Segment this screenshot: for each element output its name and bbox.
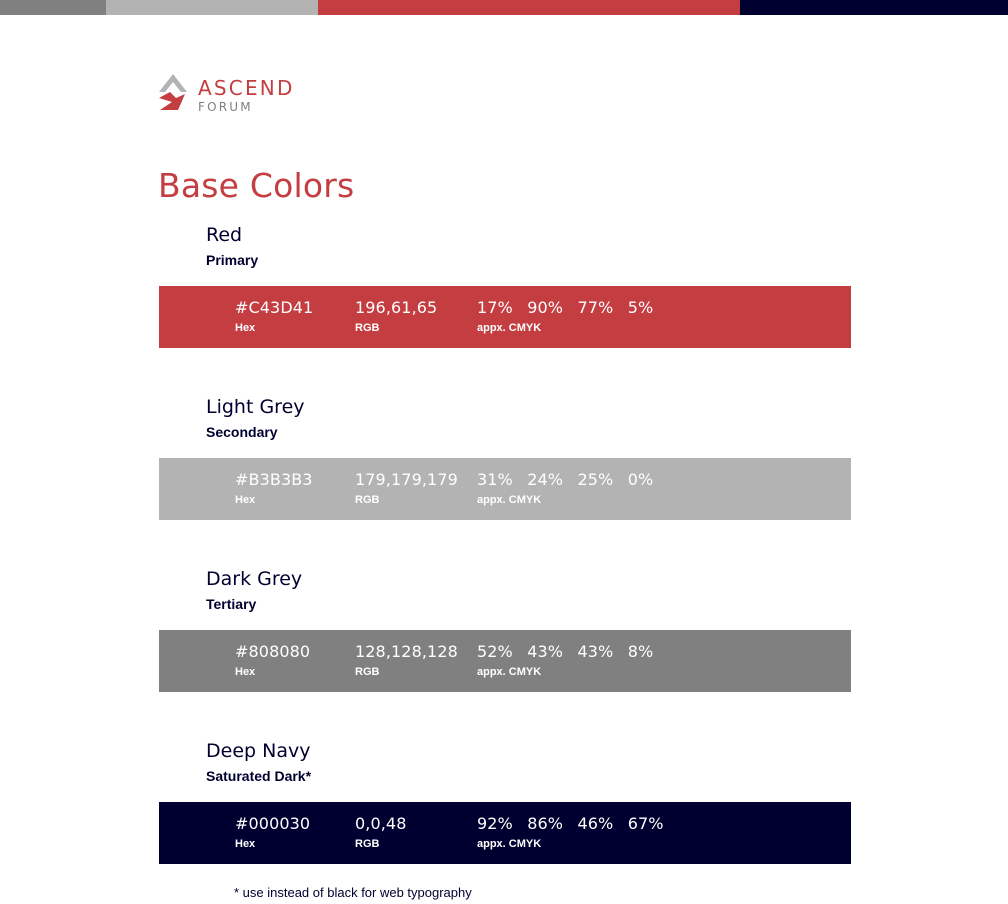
rgb-value: 128,128,128 (355, 642, 458, 661)
rgb-value: 0,0,48 (355, 814, 407, 833)
color-role: Tertiary (206, 596, 257, 612)
hex-value: #808080 (235, 642, 311, 661)
hex-label: Hex (235, 838, 256, 850)
rgb-value: 179,179,179 (355, 470, 458, 489)
cmyk-cell: 31% 24% 25% 0% appx. CMYK (477, 470, 653, 506)
page-title: Base Colors (158, 166, 355, 205)
top-bar-segment-light-grey (106, 0, 318, 15)
rgb-label: RGB (355, 322, 380, 334)
rgb-label: RGB (355, 666, 380, 678)
rgb-cell: 179,179,179 RGB (355, 470, 458, 506)
rgb-cell: 128,128,128 RGB (355, 642, 458, 678)
color-block-2: Dark Grey Tertiary #808080 Hex 128,128,1… (0, 568, 1008, 718)
cmyk-value: 17% 90% 77% 5% (477, 298, 654, 317)
cmyk-label: appx. CMYK (477, 494, 542, 506)
rgb-label: RGB (355, 494, 380, 506)
hex-label: Hex (235, 322, 256, 334)
mountain-arrow-icon (159, 74, 187, 110)
hex-label: Hex (235, 494, 256, 506)
color-swatch: #C43D41 Hex 196,61,65 RGB 17% 90% 77% 5%… (159, 286, 851, 348)
top-bar-segment-dark-grey (0, 0, 106, 15)
footnote: * use instead of black for web typograph… (234, 885, 472, 900)
top-color-bar (0, 0, 1008, 15)
top-bar-segment-red (318, 0, 740, 15)
cmyk-label: appx. CMYK (477, 322, 542, 334)
cmyk-value: 92% 86% 46% 67% (477, 814, 664, 833)
cmyk-label: appx. CMYK (477, 838, 542, 850)
color-role: Saturated Dark* (206, 768, 312, 784)
ascend-forum-logo: ASCEND FORUM (158, 72, 295, 113)
hex-cell: #000030 Hex (235, 814, 310, 850)
hex-value: #C43D41 (235, 298, 314, 317)
color-name: Red (206, 224, 243, 246)
hex-value: #000030 (235, 814, 311, 833)
color-name: Dark Grey (206, 568, 303, 590)
logo-wordmark-ascend: ASCEND (198, 76, 295, 100)
rgb-label: RGB (355, 838, 380, 850)
color-block-0: Red Primary #C43D41 Hex 196,61,65 RGB 17… (0, 224, 1008, 374)
hex-cell: #C43D41 Hex (235, 298, 313, 334)
cmyk-value: 31% 24% 25% 0% (477, 470, 654, 489)
color-name: Light Grey (206, 396, 305, 418)
rgb-cell: 196,61,65 RGB (355, 298, 437, 334)
color-swatch: #000030 Hex 0,0,48 RGB 92% 86% 46% 67% a… (159, 802, 851, 864)
top-bar-segment-navy (740, 0, 1008, 15)
cmyk-cell: 17% 90% 77% 5% appx. CMYK (477, 298, 653, 334)
color-swatch: #B3B3B3 Hex 179,179,179 RGB 31% 24% 25% … (159, 458, 851, 520)
rgb-value: 196,61,65 (355, 298, 438, 317)
cmyk-label: appx. CMYK (477, 666, 542, 678)
hex-value: #B3B3B3 (235, 470, 313, 489)
color-role: Secondary (206, 424, 278, 440)
hex-cell: #B3B3B3 Hex (235, 470, 313, 506)
rgb-cell: 0,0,48 RGB (355, 814, 407, 850)
color-swatch: #808080 Hex 128,128,128 RGB 52% 43% 43% … (159, 630, 851, 692)
color-role: Primary (206, 252, 259, 268)
color-name: Deep Navy (206, 740, 311, 762)
cmyk-value: 52% 43% 43% 8% (477, 642, 654, 661)
cmyk-cell: 92% 86% 46% 67% appx. CMYK (477, 814, 664, 850)
cmyk-cell: 52% 43% 43% 8% appx. CMYK (477, 642, 653, 678)
color-block-1: Light Grey Secondary #B3B3B3 Hex 179,179… (0, 396, 1008, 546)
hex-cell: #808080 Hex (235, 642, 310, 678)
hex-label: Hex (235, 666, 256, 678)
logo-wordmark-forum: FORUM (198, 100, 253, 114)
color-block-3: Deep Navy Saturated Dark* #000030 Hex 0,… (0, 740, 1008, 890)
